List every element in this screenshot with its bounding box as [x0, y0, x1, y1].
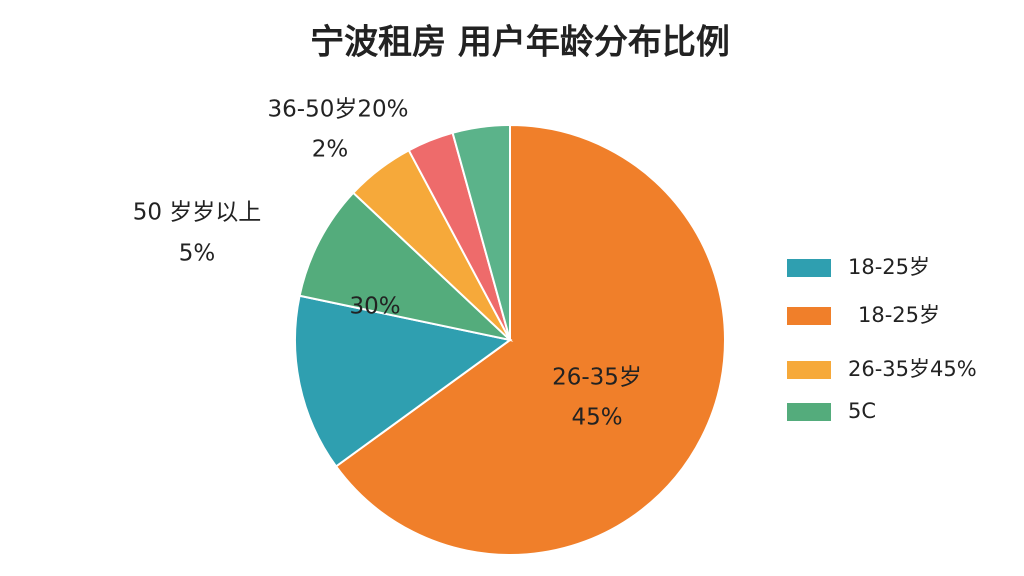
legend-swatch: [787, 307, 831, 325]
pie-slice: [298, 191, 514, 342]
legend-swatch: [787, 361, 831, 379]
legend-label: 18-25岁: [858, 303, 940, 327]
data-label: 30%: [349, 294, 400, 320]
legend-label: 26-35岁45%: [848, 357, 977, 381]
data-label: 5%: [179, 241, 216, 267]
chart-title: 宁波租房 用户年龄分布比例: [310, 23, 730, 63]
pie-slice: [451, 123, 511, 341]
pie-slice: [334, 123, 726, 556]
data-label: 2%: [312, 137, 349, 163]
data-label: 50 岁岁以上: [133, 200, 262, 226]
legend-swatch: [787, 403, 831, 421]
legend-label: 18-25岁: [848, 255, 930, 279]
data-label: 36-50岁20%: [268, 97, 409, 123]
pie-slice: [294, 294, 513, 468]
data-label: 26-35岁: [552, 365, 642, 391]
data-label: 45%: [571, 405, 622, 431]
legend-swatch: [787, 259, 831, 277]
legend-label: 5C: [848, 399, 876, 423]
